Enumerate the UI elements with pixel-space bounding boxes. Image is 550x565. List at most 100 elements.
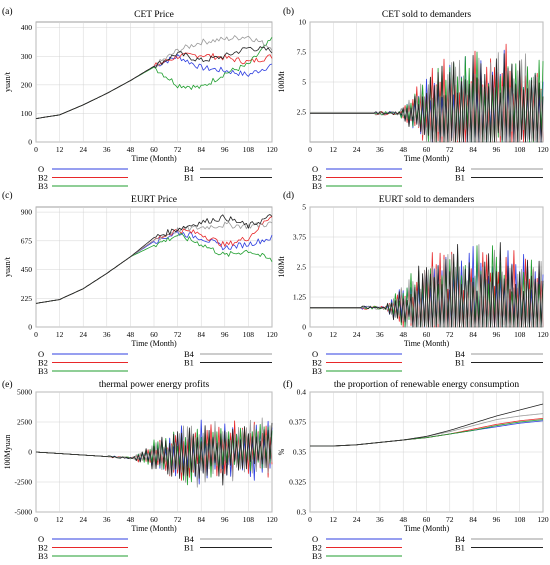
legend-label: B4 — [184, 349, 195, 359]
y-tick-label: 675 — [21, 236, 33, 245]
legend-label: B4 — [184, 164, 195, 174]
x-tick-label: 0 — [34, 330, 38, 339]
x-tick-label: 48 — [127, 145, 135, 154]
panel-letter: (c) — [2, 190, 13, 201]
x-tick-label: 120 — [266, 145, 278, 154]
legend-label: B3 — [312, 181, 322, 191]
y-tick-label: 0.325 — [289, 478, 306, 487]
chart-panel-c: (c) EURT Price 0 12 24 36 48 60 72 84 96 108 120 0 225… — [2, 190, 278, 376]
series-line-b1 — [310, 53, 544, 143]
x-tick-label: 120 — [266, 330, 278, 339]
x-tick-label: 96 — [493, 330, 501, 339]
panel-letter: (f) — [283, 379, 293, 390]
x-tick-label: 84 — [197, 145, 205, 154]
x-axis-label: Time (Month) — [131, 524, 177, 533]
x-tick-label: 48 — [127, 515, 135, 524]
x-tick-label: 72 — [174, 515, 182, 524]
x-tick-label: 120 — [537, 145, 549, 154]
legend-label: B2 — [38, 173, 48, 183]
y-tick-label: 3.75 — [293, 233, 306, 242]
legend-label: O — [38, 534, 44, 544]
y-tick-label: 5000 — [17, 388, 32, 397]
y-tick-label: 0 — [28, 448, 32, 457]
panel-letter: (d) — [283, 190, 294, 201]
x-tick-label: 60 — [423, 145, 431, 154]
x-tick-label: 12 — [330, 330, 338, 339]
chart-panel-d: (d) EURT sold to demanders 0 12 24 36 48 60 72 84… — [277, 190, 549, 376]
x-tick-label: 72 — [446, 145, 454, 154]
x-tick-label: 24 — [353, 145, 361, 154]
x-tick-label: 36 — [376, 515, 384, 524]
series-line-b1 — [35, 422, 273, 486]
x-tick-label: 12 — [56, 515, 64, 524]
chart-panel-f: (f) the proportion of renewable energy co… — [277, 379, 549, 561]
legend-label: B1 — [184, 543, 194, 553]
series-line-b1 — [310, 242, 544, 328]
y-tick-label: 400 — [21, 23, 33, 32]
legend-label: O — [38, 164, 44, 174]
y-tick-label: 0.4 — [297, 388, 307, 397]
x-tick-label: 60 — [423, 330, 431, 339]
x-axis-label: Time (Month) — [404, 524, 450, 533]
x-tick-label: 0 — [34, 515, 38, 524]
x-tick-label: 0 — [308, 515, 312, 524]
x-axis-label: Time (Month) — [404, 339, 450, 348]
y-tick-label: 2.5 — [297, 108, 307, 117]
chart-panel-b: (b) CET sold to demanders 0 12 24 36 48 60 72 84 9… — [277, 6, 549, 191]
legend-label: B4 — [455, 164, 466, 174]
x-tick-label: 0 — [308, 145, 312, 154]
x-tick-label: 84 — [469, 515, 477, 524]
x-tick-label: 12 — [330, 145, 338, 154]
legend-label: B1 — [455, 173, 465, 183]
x-tick-label: 108 — [243, 145, 255, 154]
legend-label: B3 — [312, 551, 322, 561]
x-tick-label: 60 — [150, 515, 158, 524]
y-axis-label: % — [277, 448, 286, 455]
x-tick-label: 108 — [514, 330, 526, 339]
x-tick-label: 84 — [469, 330, 477, 339]
x-tick-label: 36 — [103, 330, 111, 339]
y-tick-label: 5 — [302, 203, 306, 212]
x-tick-label: 60 — [150, 145, 158, 154]
x-tick-label: 96 — [493, 515, 501, 524]
x-tick-label: 24 — [353, 515, 361, 524]
x-tick-label: 108 — [243, 330, 255, 339]
y-tick-label: 0.3 — [297, 508, 307, 517]
x-tick-label: 0 — [308, 330, 312, 339]
series-line-b1 — [35, 214, 273, 304]
x-tick-label: 48 — [399, 515, 407, 524]
y-tick-label: 0.375 — [289, 418, 306, 427]
x-tick-label: 96 — [493, 145, 501, 154]
y-axis-label: 100Mt — [277, 256, 286, 278]
x-tick-label: 24 — [79, 330, 87, 339]
legend-label: B1 — [184, 173, 194, 183]
x-tick-label: 12 — [56, 330, 64, 339]
y-tick-label: 300 — [21, 52, 33, 61]
x-tick-label: 72 — [174, 145, 182, 154]
chart-title: CET sold to demanders — [382, 10, 472, 20]
x-tick-label: 36 — [103, 515, 111, 524]
y-tick-label: -2500 — [15, 478, 33, 487]
x-tick-label: 48 — [127, 330, 135, 339]
legend-label: O — [312, 534, 318, 544]
x-tick-label: 84 — [197, 330, 205, 339]
legend-label: O — [312, 349, 318, 359]
chart-panel-e: (e) thermal power energy profits 0 12 24 36 48… — [2, 379, 278, 561]
y-tick-label: 100 — [21, 109, 33, 118]
chart-panel-a: (a) CET Price 0 12 24 36 48 60 72 84 96 108 120 0 100 2… — [2, 6, 278, 191]
legend-label: B2 — [312, 358, 322, 368]
legend-label: B3 — [312, 366, 322, 376]
x-tick-label: 60 — [423, 515, 431, 524]
chart-title: EURT sold to demanders — [379, 195, 475, 205]
legend-label: B4 — [455, 534, 466, 544]
chart-title: the proportion of renewable energy consu… — [334, 379, 520, 390]
legend-label: B3 — [38, 181, 48, 191]
legend-label: B4 — [455, 349, 466, 359]
x-tick-label: 120 — [266, 515, 278, 524]
